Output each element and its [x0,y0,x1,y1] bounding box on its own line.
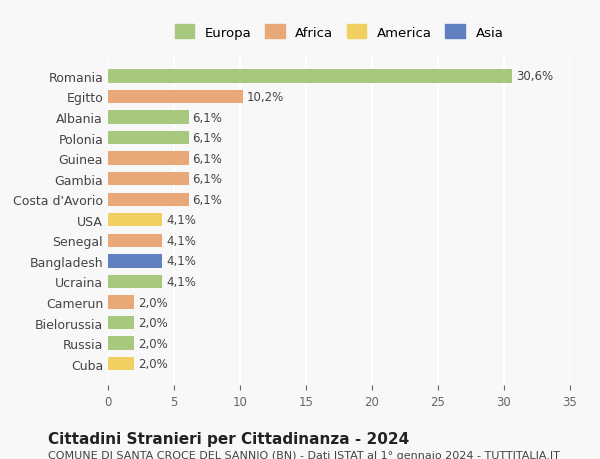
Bar [108,193,188,207]
Bar [108,132,188,145]
Bar [108,70,512,84]
Legend: Europa, Africa, America, Asia: Europa, Africa, America, Asia [168,19,510,46]
Text: 6,1%: 6,1% [193,193,223,206]
Text: COMUNE DI SANTA CROCE DEL SANNIO (BN) - Dati ISTAT al 1° gennaio 2024 - TUTTITAL: COMUNE DI SANTA CROCE DEL SANNIO (BN) - … [48,450,560,459]
Bar [108,173,188,186]
Bar [108,275,162,289]
Bar [108,90,242,104]
Bar [108,111,188,124]
Text: Cittadini Stranieri per Cittadinanza - 2024: Cittadini Stranieri per Cittadinanza - 2… [48,431,409,447]
Bar [108,213,162,227]
Text: 2,0%: 2,0% [139,296,168,309]
Text: 4,1%: 4,1% [166,275,196,288]
Text: 6,1%: 6,1% [193,132,223,145]
Text: 4,1%: 4,1% [166,255,196,268]
Text: 6,1%: 6,1% [193,111,223,124]
Bar [108,316,134,330]
Text: 2,0%: 2,0% [139,337,168,350]
Text: 4,1%: 4,1% [166,214,196,227]
Bar [108,255,162,268]
Bar [108,357,134,370]
Text: 30,6%: 30,6% [516,70,553,83]
Text: 2,0%: 2,0% [139,358,168,370]
Text: 10,2%: 10,2% [247,91,284,104]
Bar [108,337,134,350]
Bar [108,234,162,247]
Text: 2,0%: 2,0% [139,316,168,330]
Text: 6,1%: 6,1% [193,173,223,186]
Bar [108,296,134,309]
Text: 4,1%: 4,1% [166,235,196,247]
Bar [108,152,188,165]
Text: 6,1%: 6,1% [193,152,223,165]
